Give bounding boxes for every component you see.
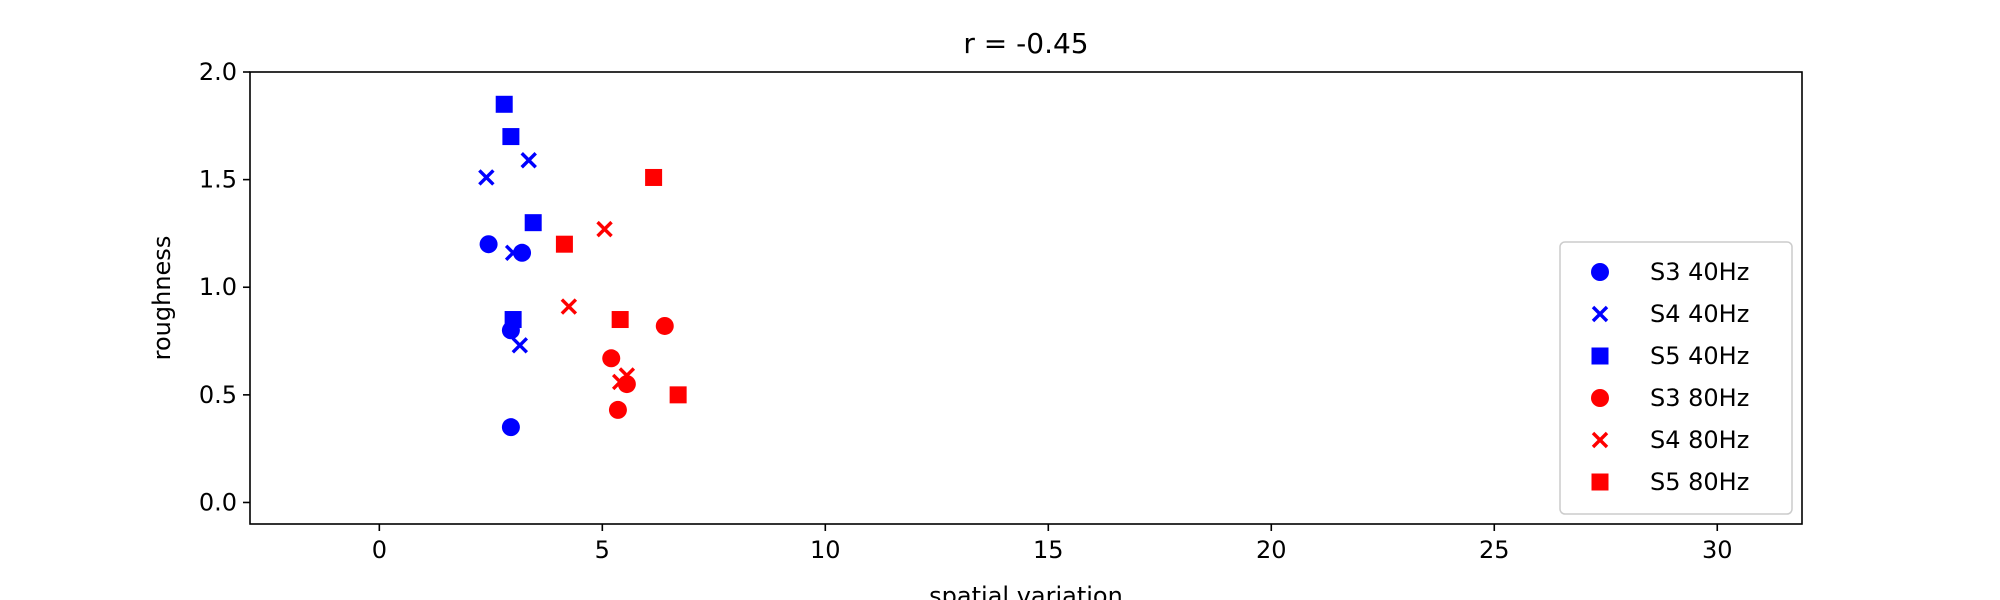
legend-marker-s4-40hz [1591,305,1609,323]
series-s4-40hz [478,152,537,354]
legend-item: S5 80Hz [1591,468,1749,496]
legend-label: S3 80Hz [1650,384,1749,412]
data-point-s5-40hz [495,95,513,113]
data-point-s3-80hz [602,349,621,368]
legend-label: S5 80Hz [1650,468,1749,496]
plot-area-frame [249,71,1803,525]
legend-frame [1559,241,1793,515]
data-point-s4-40hz [504,244,522,262]
data-point-s5-40hz [502,128,520,146]
data-point-s4-40hz [478,169,495,186]
data-point-s3-40hz [513,243,532,262]
y-tick-label: 0.5 [199,381,237,409]
data-point-s4-40hz [520,152,537,169]
legend-item: S3 80Hz [1591,384,1749,412]
y-axis-title: roughness [148,236,176,361]
legend-marker-s4-80hz [1591,431,1609,449]
data-point-s3-80hz [655,316,674,335]
legend-label: S3 40Hz [1650,258,1749,286]
y-tick-label: 0.0 [199,488,237,516]
data-point-s5-80hz [669,386,687,404]
x-axis-title: spatial variation [929,582,1123,600]
legend-item: S5 40Hz [1591,342,1749,370]
series-s3-80hz [602,316,674,419]
data-point-s4-80hz [611,373,629,391]
x-tick-label: 30 [1702,536,1733,564]
data-point-s3-40hz [479,235,498,254]
data-point-s3-40hz [501,418,520,437]
chart-legend: S3 40Hz S4 40Hz S5 40Hz S3 80Hz S4 80Hz S5 80… [1559,241,1793,515]
legend-item: S3 40Hz [1591,258,1749,286]
x-tick-label: 10 [810,536,841,564]
legend-marker-s3-80hz [1591,389,1609,407]
y-tick-label: 1.0 [199,273,237,301]
y-tick-label: 1.5 [199,166,237,194]
x-tick-label: 25 [1479,536,1510,564]
data-point-s5-40hz [524,214,542,232]
y-tick-label: 2.0 [199,58,237,86]
data-point-s4-40hz [511,337,529,354]
data-points [478,95,687,437]
legend-item: S4 40Hz [1591,300,1749,328]
data-point-s5-80hz [611,311,629,329]
data-point-s5-80hz [555,235,573,253]
legend-marker-s3-40hz [1591,263,1609,281]
legend-label: S5 40Hz [1650,342,1749,370]
data-point-s5-40hz [504,311,522,329]
series-s4-80hz [560,220,636,391]
x-tick-label: 15 [1033,536,1064,564]
legend-label: S4 40Hz [1650,300,1749,328]
legend-label: S4 80Hz [1650,426,1749,454]
series-s5-80hz [555,168,687,404]
data-point-s4-80hz [596,220,613,238]
chart-title: r = -0.45 [963,27,1088,60]
legend-marker-s5-40hz [1591,347,1609,365]
x-tick-label: 5 [595,536,610,564]
y-axis-ticks: 0.0 0.5 1.0 1.5 2.0 [199,58,250,516]
x-tick-label: 0 [372,536,387,564]
series-s5-40hz [495,95,542,329]
x-tick-label: 20 [1256,536,1287,564]
data-point-s3-80hz [608,400,627,419]
data-point-s4-80hz [560,298,578,315]
legend-marker-s5-80hz [1591,473,1609,491]
x-axis-ticks: 0 5 10 15 20 25 30 [372,524,1733,564]
legend-item: S4 80Hz [1591,426,1749,454]
data-point-s5-80hz [645,168,663,186]
